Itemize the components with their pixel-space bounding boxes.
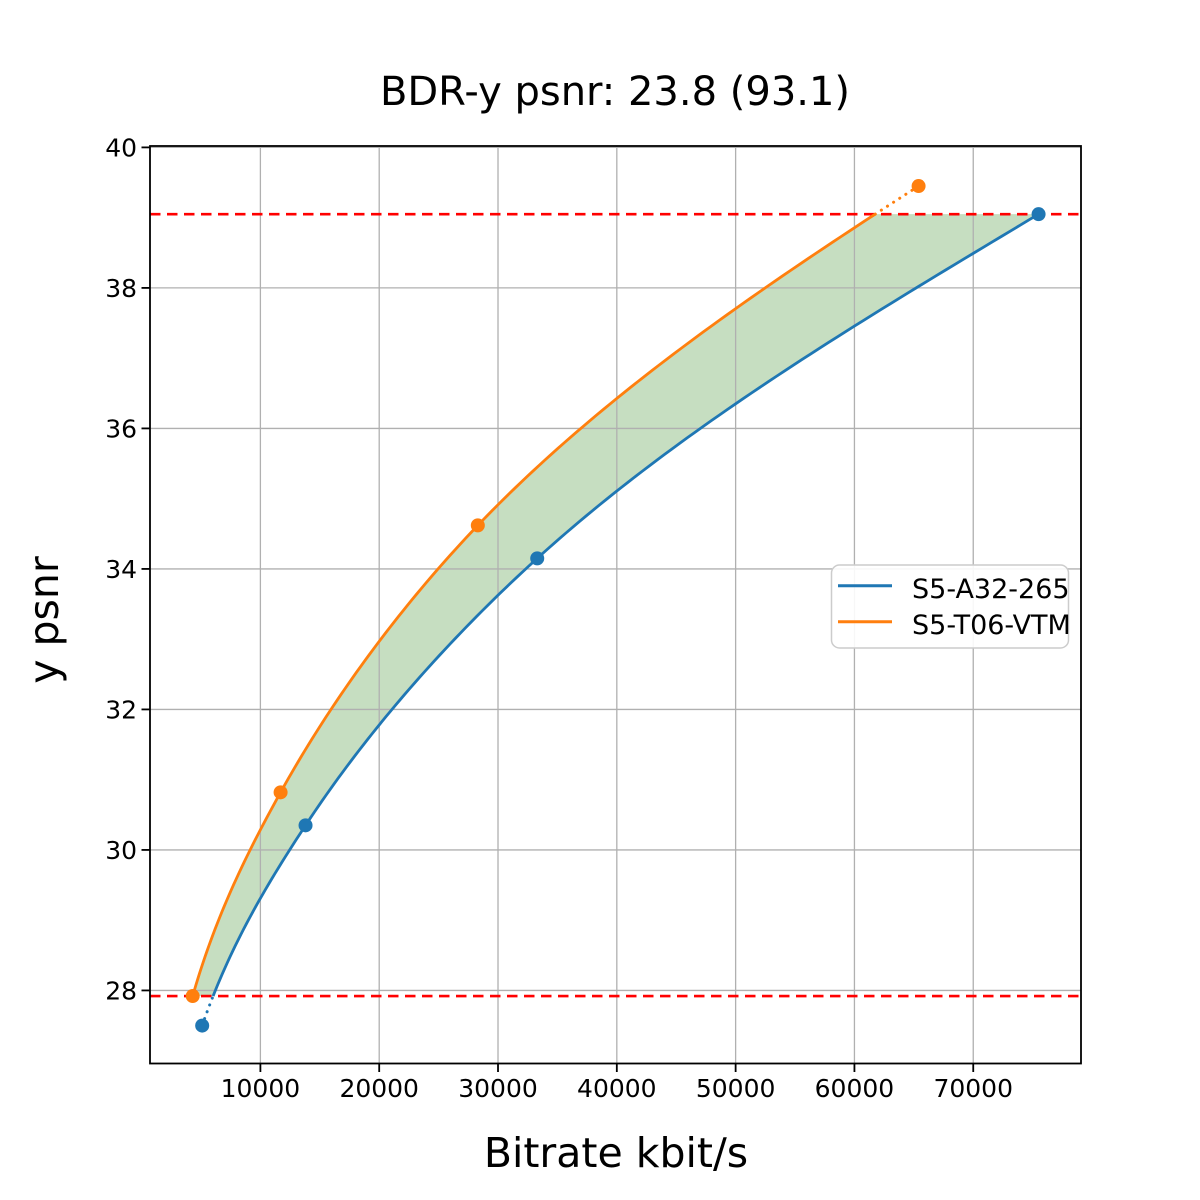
plot-frame (149, 145, 1082, 1065)
y-tick-label: 38 (105, 274, 137, 303)
x-tick-label: 10000 (221, 1074, 301, 1103)
x-axis-label: Bitrate kbit/s (484, 1129, 748, 1177)
x-tick-group: 10000 20000 30000 40000 50000 60000 70000 (221, 1063, 1013, 1103)
x-tick-label: 30000 (458, 1074, 538, 1103)
series-0-data-point (195, 1018, 210, 1033)
integration-bound-lines (150, 212, 1081, 998)
legend: S5-A32-265 S5-T06-VTM (830, 564, 1071, 649)
y-tick-label: 34 (105, 555, 137, 584)
x-tick-label: 40000 (577, 1074, 657, 1103)
x-tick-label: 60000 (815, 1074, 895, 1103)
series-1-curve (191, 212, 876, 997)
y-tick-label: 32 (105, 695, 137, 724)
x-tick-label: 50000 (696, 1074, 776, 1103)
legend-label-series-1: S5-T06-VTM (912, 610, 1071, 641)
series-0-dotted-extension (200, 994, 215, 1028)
y-tick-group: 28 30 32 34 36 38 40 (105, 133, 150, 1005)
x-tick-label: 70000 (933, 1074, 1013, 1103)
y-tick-label: 30 (105, 836, 137, 865)
y-tick-label: 40 (105, 133, 137, 162)
x-tick-label: 20000 (339, 1074, 419, 1103)
series-markers-group (185, 179, 1046, 1033)
series-1-data-point (470, 518, 485, 533)
chart-title: BDR-y psnr: 23.8 (93.1) (380, 69, 850, 115)
y-tick-label: 28 (105, 976, 137, 1005)
series-1-data-point (273, 785, 288, 800)
legend-label-series-0: S5-A32-265 (912, 574, 1070, 605)
series-0-data-point (1031, 207, 1046, 222)
series-1-data-point (185, 989, 200, 1004)
y-axis-label: y psnr (20, 556, 68, 684)
series-1-data-point (911, 179, 926, 194)
series-0-data-point (298, 818, 313, 833)
series-1-dotted-extension (873, 184, 921, 216)
series-0-curve (211, 212, 1040, 997)
series-0-data-point (530, 551, 545, 566)
series-curves-group (191, 184, 1040, 1028)
y-tick-label: 36 (105, 414, 137, 443)
